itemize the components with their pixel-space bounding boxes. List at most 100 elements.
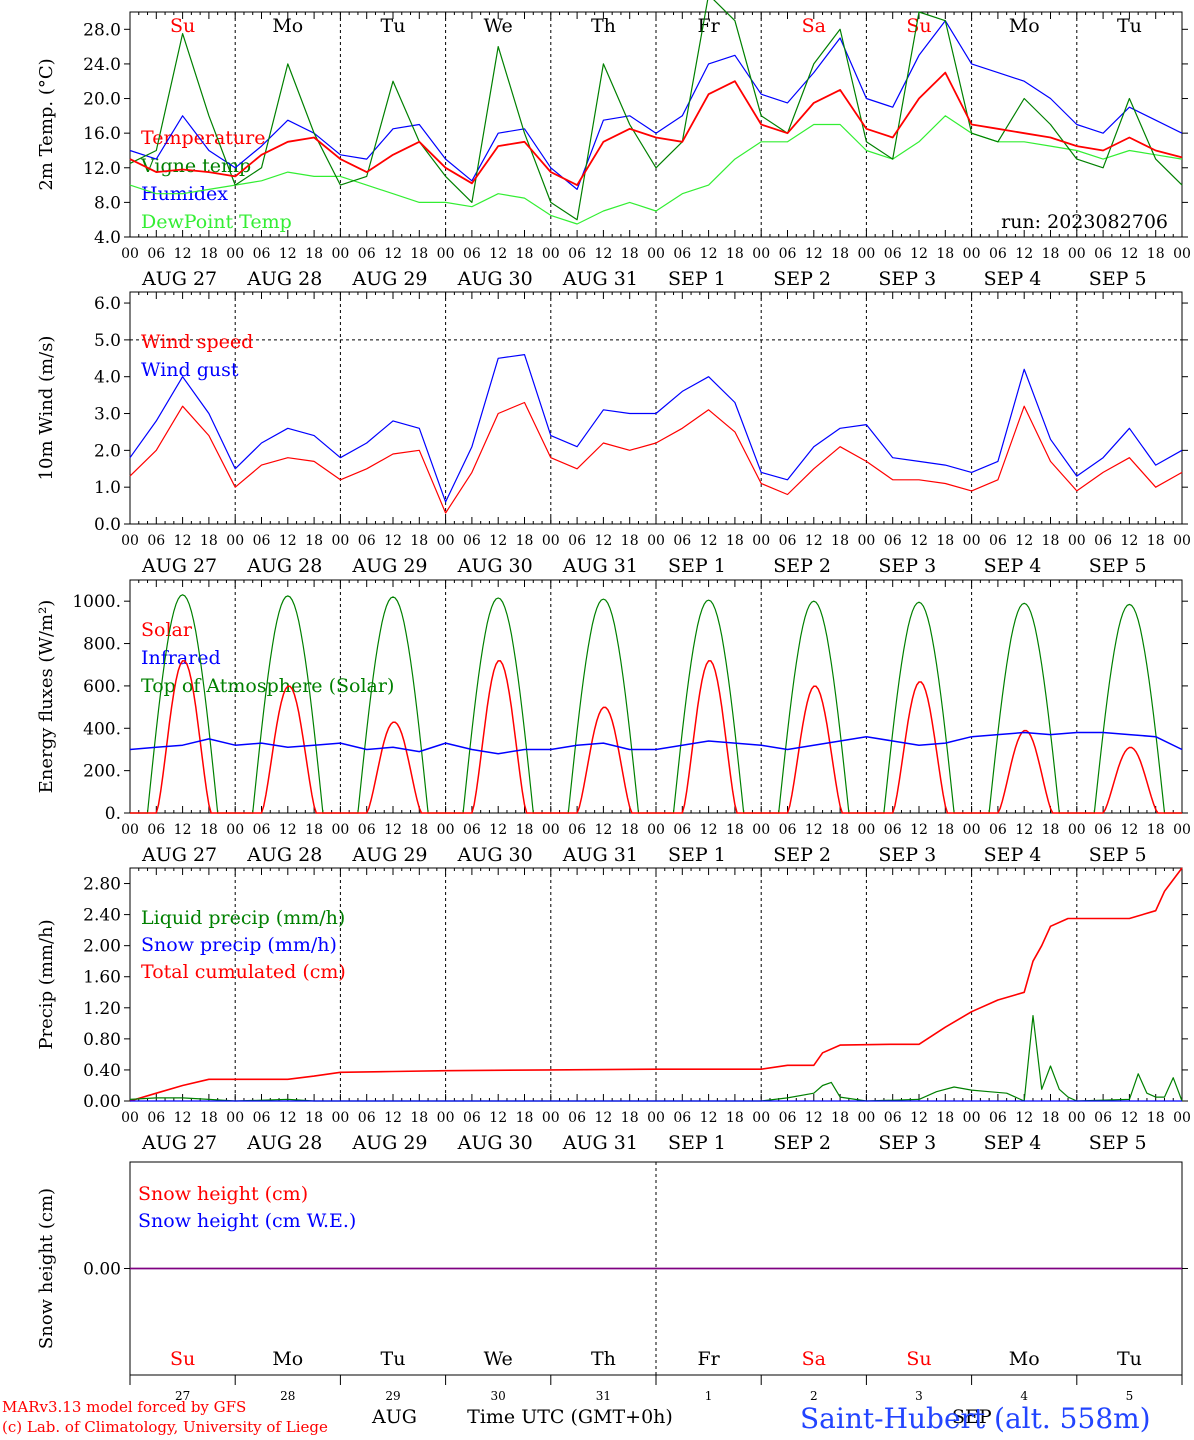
temp-hour-label: 18 — [200, 246, 218, 262]
energy-hour-label: 12 — [1015, 822, 1033, 838]
precip-hour-label: 18 — [621, 1110, 639, 1126]
temp-hour-label: 18 — [726, 246, 744, 262]
wind-hour-label: 00 — [963, 533, 981, 549]
precip-legend-entry: Snow precip (mm/h) — [141, 934, 337, 956]
wind-hour-label: 12 — [594, 533, 612, 549]
wind-date-label: SEP 3 — [878, 555, 936, 577]
day-number-label: 1 — [705, 1389, 713, 1403]
time-axis-title: Time UTC (GMT+0h) — [467, 1406, 673, 1428]
precip-hour-label: 18 — [1147, 1110, 1165, 1126]
wind-hour-label: 00 — [752, 533, 770, 549]
wind-hour-label: 06 — [568, 533, 586, 549]
temp-date-label: AUG 31 — [562, 268, 638, 290]
energy-hour-label: 00 — [963, 822, 981, 838]
precip-y-tick-label: 0.00 — [83, 1092, 121, 1112]
snow-weekday-label: Sa — [802, 1348, 826, 1370]
precip-hour-label: 00 — [121, 1110, 139, 1126]
precip-series-line — [129, 867, 1183, 1102]
wind-hour-label: 18 — [1042, 533, 1060, 549]
temp-y-tick-label: 8.0 — [94, 193, 121, 213]
energy-date-label: SEP 4 — [984, 844, 1042, 866]
temp-y-tick-label: 12.0 — [83, 159, 121, 179]
temp-hour-label: 18 — [305, 246, 323, 262]
precip-date-label: AUG 27 — [141, 1132, 217, 1154]
temp-hour-label: 00 — [542, 246, 560, 262]
energy-hour-label: 00 — [437, 822, 455, 838]
energy-y-tick-label: 200. — [83, 762, 121, 782]
wind-date-label: AUG 30 — [457, 555, 533, 577]
precip-date-label: AUG 28 — [246, 1132, 322, 1154]
temp-date-label: AUG 27 — [141, 268, 217, 290]
wind-hour-label: 12 — [384, 533, 402, 549]
precip-hour-label: 00 — [857, 1110, 875, 1126]
wind-hour-label: 00 — [857, 533, 875, 549]
temp-axis-title: 2m Temp. (°C) — [36, 58, 57, 190]
station-label: Saint-Hubert (alt. 558m) — [800, 1402, 1151, 1435]
wind-hour-label: 00 — [226, 533, 244, 549]
energy-hour-label: 18 — [1147, 822, 1165, 838]
panel-energy: 1000. 800. 600. 400. 200. 0. Energy fluxes (W/… — [36, 579, 1191, 866]
precip-date-label: SEP 5 — [1089, 1132, 1147, 1154]
weekday-label: Mo — [1009, 15, 1040, 37]
precip-hour-label: 18 — [1042, 1110, 1060, 1126]
wind-legend-entry: Wind speed — [141, 331, 253, 353]
day-number-label: 31 — [596, 1389, 611, 1403]
energy-hour-label: 00 — [542, 822, 560, 838]
temp-hour-label: 12 — [1120, 246, 1138, 262]
energy-hour-label: 00 — [857, 822, 875, 838]
wind-hour-label: 06 — [1094, 533, 1112, 549]
temp-hour-label: 12 — [700, 246, 718, 262]
temp-date-label: AUG 28 — [246, 268, 322, 290]
energy-hour-label: 18 — [305, 822, 323, 838]
precip-y-tick-label: 0.80 — [83, 1030, 121, 1050]
energy-hour-label: 06 — [779, 822, 797, 838]
wind-hour-label: 06 — [358, 533, 376, 549]
snow-weekday-label: We — [484, 1348, 513, 1370]
wind-date-label: SEP 4 — [984, 555, 1042, 577]
energy-legend-entry: Infrared — [141, 647, 221, 669]
precip-date-label: AUG 30 — [457, 1132, 533, 1154]
wind-hour-label: 06 — [779, 533, 797, 549]
precip-y-tick-label: 2.80 — [83, 875, 121, 895]
precip-y-tick-label: 2.00 — [83, 937, 121, 957]
energy-y-tick-label: 0. — [105, 804, 121, 824]
energy-hour-label: 06 — [1094, 822, 1112, 838]
temp-y-tick-label: 24.0 — [83, 55, 121, 75]
temp-frame — [129, 11, 1183, 238]
wind-axis-title: 10m Wind (m/s) — [36, 336, 57, 481]
wind-y-tick-label: 3.0 — [94, 405, 121, 425]
precip-date-label: AUG 31 — [562, 1132, 638, 1154]
precip-legend-entry: Total cumulated (cm) — [141, 961, 346, 983]
month-label: SEP — [952, 1406, 992, 1428]
wind-hour-label: 00 — [1068, 533, 1086, 549]
wind-hour-label: 06 — [253, 533, 271, 549]
wind-hour-label: 06 — [147, 533, 165, 549]
energy-date-label: AUG 31 — [562, 844, 638, 866]
energy-hour-label: 18 — [516, 822, 534, 838]
temp-hour-label: 00 — [1173, 246, 1191, 262]
snow-weekday-label: Th — [591, 1348, 616, 1370]
temp-series-line — [129, 20, 1183, 190]
weekday-label: Mo — [272, 15, 303, 37]
energy-hour-label: 18 — [410, 822, 428, 838]
precip-hour-label: 18 — [200, 1110, 218, 1126]
energy-hour-label: 06 — [989, 822, 1007, 838]
precip-hour-label: 12 — [489, 1110, 507, 1126]
energy-date-label: SEP 3 — [878, 844, 936, 866]
wind-hour-label: 12 — [700, 533, 718, 549]
precip-hour-label: 12 — [1015, 1110, 1033, 1126]
wind-hour-label: 18 — [726, 533, 744, 549]
energy-hour-label: 00 — [647, 822, 665, 838]
energy-hour-label: 06 — [884, 822, 902, 838]
day-number-label: 2 — [810, 1389, 818, 1403]
energy-hour-label: 00 — [752, 822, 770, 838]
wind-hour-label: 00 — [1173, 533, 1191, 549]
temp-hour-label: 12 — [910, 246, 928, 262]
precip-hour-label: 12 — [594, 1110, 612, 1126]
temp-hour-label: 00 — [121, 246, 139, 262]
snow-weekday-label: Mo — [1009, 1348, 1040, 1370]
weekday-label: Fr — [697, 15, 720, 37]
energy-y-tick-label: 400. — [83, 719, 121, 739]
snow-weekday-label: Su — [906, 1348, 931, 1370]
